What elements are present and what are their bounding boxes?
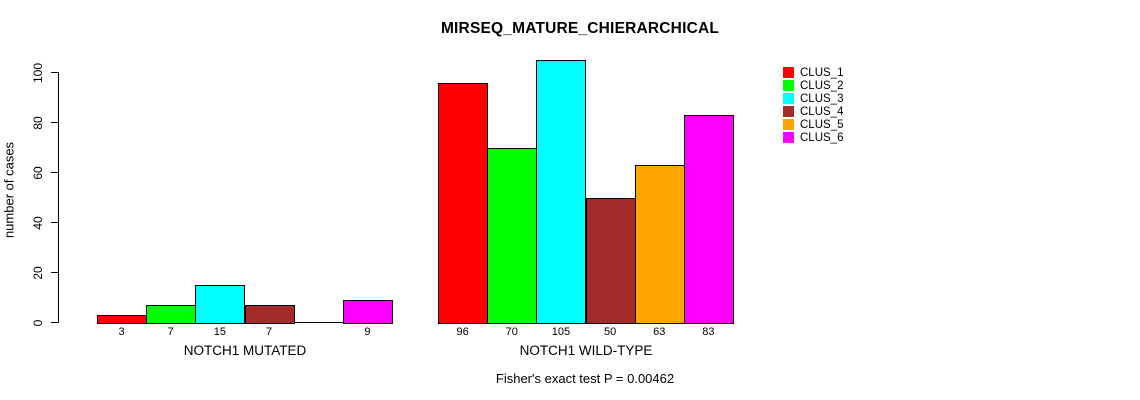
legend-swatch-clus_5 bbox=[783, 119, 794, 130]
chart-title: MIRSEQ_MATURE_CHIERARCHICAL bbox=[440, 20, 720, 37]
bar-value-label: 3 bbox=[118, 326, 125, 338]
legend-label: CLUS_2 bbox=[800, 79, 844, 92]
bar-value-label: 50 bbox=[603, 326, 617, 338]
bar-clus_5-wild-type bbox=[634, 165, 685, 324]
legend-swatch-clus_3 bbox=[783, 93, 794, 104]
legend-label: CLUS_6 bbox=[800, 131, 844, 144]
bar-value-label: 9 bbox=[364, 326, 371, 338]
bar-clus_1-mutated bbox=[97, 315, 148, 324]
bar-clus_2-wild-type bbox=[487, 147, 538, 324]
bar-clus_2-mutated bbox=[146, 305, 197, 324]
y-tick-label-0: 0 bbox=[31, 319, 45, 326]
y-tick-mark-20 bbox=[51, 272, 58, 273]
bar-value-label: 83 bbox=[702, 326, 715, 338]
legend-item-clus_3: CLUS_3 bbox=[783, 92, 843, 105]
bar-value-label: 63 bbox=[653, 326, 666, 338]
y-tick-mark-60 bbox=[51, 172, 58, 173]
legend-swatch-clus_2 bbox=[783, 80, 794, 91]
y-tick-label-40: 40 bbox=[31, 215, 45, 230]
y-tick-label-60: 60 bbox=[31, 165, 45, 180]
bar-value-label: 7 bbox=[167, 326, 174, 338]
bar-clus_4-wild-type bbox=[585, 197, 636, 324]
bar-value-label: 7 bbox=[266, 326, 273, 338]
fisher-exact-test-caption: Fisher's exact test P = 0.00462 bbox=[495, 371, 675, 386]
legend-item-clus_4: CLUS_4 bbox=[783, 105, 843, 118]
legend-label: CLUS_5 bbox=[800, 118, 844, 131]
x-group-label-notch1-mutated: NOTCH1 MUTATED bbox=[183, 343, 307, 358]
legend: CLUS_1 CLUS_2 CLUS_3 CLUS_4 CLUS_5 CLUS_6 bbox=[783, 66, 843, 144]
bar-clus_1-wild-type bbox=[438, 82, 489, 324]
bar-clus_4-mutated bbox=[244, 305, 295, 324]
bar-clus_3-mutated bbox=[195, 285, 246, 324]
bar-value-label: 15 bbox=[213, 326, 227, 338]
legend-swatch-clus_1 bbox=[783, 67, 794, 78]
bar-clus_6-wild-type bbox=[683, 115, 734, 324]
legend-label: CLUS_1 bbox=[800, 66, 844, 79]
y-tick-label-100: 100 bbox=[31, 62, 45, 83]
bar-value-label: 70 bbox=[505, 326, 518, 338]
y-tick-mark-0 bbox=[51, 322, 58, 323]
legend-label: CLUS_4 bbox=[800, 105, 844, 118]
y-tick-label-80: 80 bbox=[31, 115, 45, 130]
legend-swatch-clus_4 bbox=[783, 106, 794, 117]
x-group-label-notch1-wild-type: NOTCH1 WILD-TYPE bbox=[519, 343, 653, 358]
y-axis-line bbox=[58, 72, 59, 323]
y-tick-mark-100 bbox=[51, 72, 58, 73]
bar-clus_3-wild-type bbox=[536, 60, 587, 324]
bar-clus_6-mutated bbox=[342, 300, 393, 324]
bar-value-label: 105 bbox=[551, 326, 571, 338]
legend-item-clus_1: CLUS_1 bbox=[783, 66, 843, 79]
y-tick-mark-40 bbox=[51, 222, 58, 223]
bar-value-label: 96 bbox=[456, 326, 469, 338]
legend-item-clus_5: CLUS_5 bbox=[783, 118, 843, 131]
legend-item-clus_2: CLUS_2 bbox=[783, 79, 843, 92]
legend-swatch-clus_6 bbox=[783, 132, 794, 143]
y-tick-mark-80 bbox=[51, 122, 58, 123]
y-tick-label-20: 20 bbox=[31, 265, 45, 280]
legend-item-clus_6: CLUS_6 bbox=[783, 131, 843, 144]
y-axis-label: number of cases bbox=[1, 141, 17, 239]
legend-label: CLUS_3 bbox=[800, 92, 844, 105]
bar-clus_5-mutated bbox=[293, 322, 344, 324]
